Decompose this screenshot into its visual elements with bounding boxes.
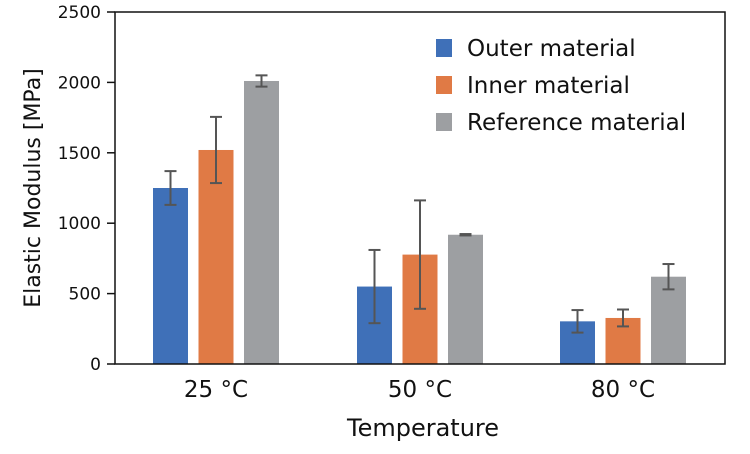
bar <box>244 80 279 364</box>
y-tick-label: 1000 <box>58 214 101 234</box>
error-bar <box>459 233 472 237</box>
legend-label: Outer material <box>467 36 636 62</box>
error-bar <box>255 74 268 88</box>
error-bar <box>571 309 584 334</box>
bar <box>448 234 483 364</box>
y-axis: 0 500 1000 1500 2000 2500 <box>58 3 115 375</box>
y-tick-label: 0 <box>90 355 101 375</box>
bar <box>651 276 686 364</box>
legend-label: Reference material <box>467 110 686 136</box>
legend-swatch <box>436 76 452 94</box>
plot-frame <box>114 11 726 365</box>
error-bar <box>662 263 675 291</box>
y-axis-label: Elastic Modulus [MPa] <box>21 68 46 308</box>
bar <box>153 188 188 364</box>
y-tick-label: 500 <box>69 285 101 305</box>
legend-label: Inner material <box>467 73 630 99</box>
x-tick-label: 50 °C <box>388 377 452 403</box>
error-bar <box>414 199 426 310</box>
x-tick-label: 25 °C <box>184 377 248 403</box>
y-tick-label: 1500 <box>58 144 101 164</box>
y-tick-label: 2500 <box>58 3 101 23</box>
x-axis-label: Temperature <box>346 414 499 442</box>
x-tick-label: 80 °C <box>591 377 655 403</box>
y-tick-label: 2000 <box>58 73 101 93</box>
bar <box>198 149 234 364</box>
legend-swatch <box>436 39 452 57</box>
error-bar <box>617 308 629 328</box>
bars-layer <box>153 74 686 364</box>
legend-swatch <box>436 113 452 131</box>
error-bar <box>368 248 381 325</box>
legend: Outer material Inner material Reference ma… <box>436 36 686 136</box>
x-axis: 25 °C 50 °C 80 °C <box>184 377 655 403</box>
error-bar <box>164 170 177 206</box>
error-bar <box>210 115 222 185</box>
